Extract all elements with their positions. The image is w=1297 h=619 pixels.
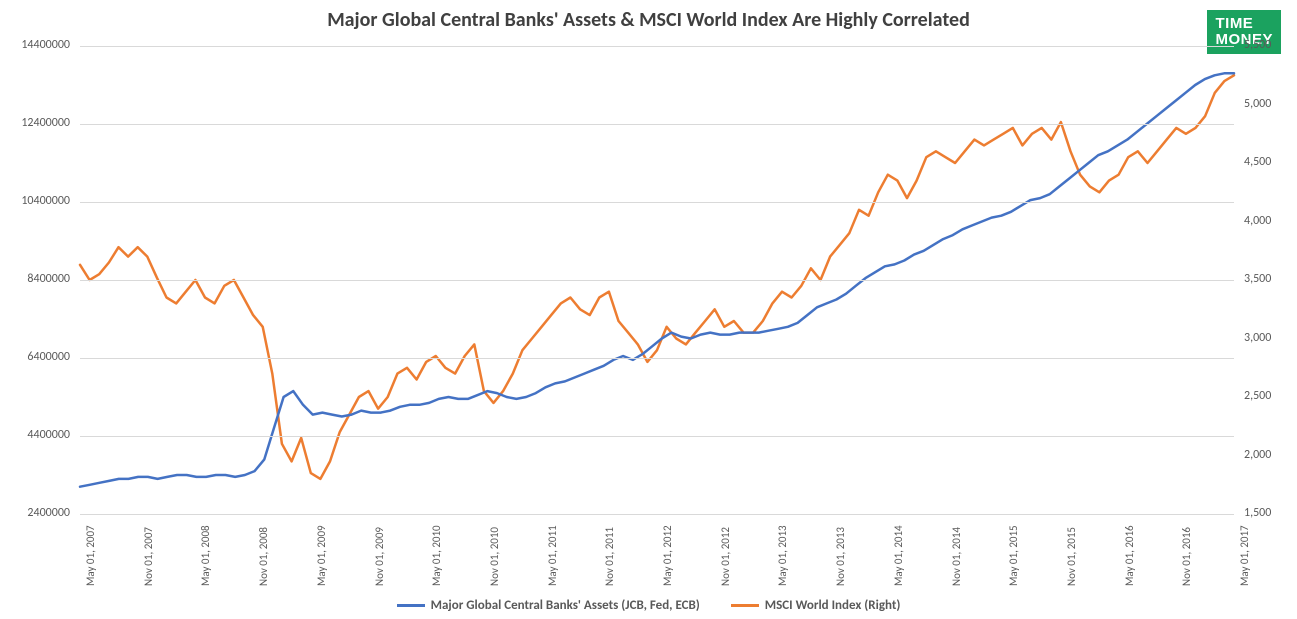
chart-title: Major Global Central Banks' Assets & MSC… [0, 8, 1297, 32]
gridline [80, 124, 1234, 125]
gridline [80, 202, 1234, 203]
y-right-tick-label: 5,500 [1244, 38, 1271, 52]
series-line [80, 75, 1234, 479]
x-tick-label: May 01, 2009 [315, 525, 328, 586]
y-right-tick-label: 3,000 [1244, 331, 1271, 345]
x-tick-label: May 01, 2008 [199, 525, 212, 586]
x-tick-label: May 01, 2012 [661, 525, 674, 586]
legend-item-assets: Major Global Central Banks' Assets (JCB,… [397, 598, 700, 613]
x-tick-label: Nov 01, 2009 [373, 527, 386, 586]
x-tick-label: May 01, 2013 [776, 525, 789, 586]
y-left-tick-label: 14400000 [0, 38, 70, 52]
legend-swatch-assets [397, 604, 425, 607]
y-left-tick-label: 2400000 [0, 506, 70, 520]
legend-label-msci: MSCI World Index (Right) [765, 598, 901, 613]
x-tick-label: May 01, 2014 [892, 525, 905, 586]
y-left-tick-label: 6400000 [0, 350, 70, 364]
y-left-tick-label: 12400000 [0, 116, 70, 130]
x-tick-label: Nov 01, 2011 [603, 527, 616, 586]
gridline [80, 280, 1234, 281]
gridline [80, 358, 1234, 359]
x-tick-label: May 01, 2010 [430, 525, 443, 586]
y-right-tick-label: 1,500 [1244, 506, 1271, 520]
x-tick-label: Nov 01, 2013 [834, 527, 847, 586]
y-right-tick-label: 4,500 [1244, 155, 1271, 169]
y-right-tick-label: 3,500 [1244, 272, 1271, 286]
gridline [80, 436, 1234, 437]
y-left-tick-label: 8400000 [0, 272, 70, 286]
x-tick-label: May 01, 2017 [1238, 525, 1251, 586]
x-tick-label: Nov 01, 2016 [1180, 527, 1193, 586]
x-tick-label: May 01, 2016 [1123, 525, 1136, 586]
x-tick-label: Nov 01, 2010 [488, 527, 501, 586]
x-tick-label: Nov 01, 2014 [950, 527, 963, 586]
x-tick-label: May 01, 2007 [84, 525, 97, 586]
x-tick-label: Nov 01, 2012 [719, 527, 732, 586]
plot-area [80, 46, 1234, 514]
x-tick-label: May 01, 2015 [1007, 525, 1020, 586]
y-right-tick-label: 5,000 [1244, 97, 1271, 111]
logo-line1: TIME [1215, 15, 1253, 32]
y-left-tick-label: 4400000 [0, 428, 70, 442]
chart-container: Major Global Central Banks' Assets & MSC… [0, 0, 1297, 619]
y-right-tick-label: 4,000 [1244, 214, 1271, 228]
x-tick-label: Nov 01, 2008 [257, 527, 270, 586]
legend-label-assets: Major Global Central Banks' Assets (JCB,… [431, 598, 700, 613]
legend-swatch-msci [731, 604, 759, 607]
x-tick-label: Nov 01, 2007 [142, 527, 155, 586]
x-tick-label: Nov 01, 2015 [1065, 527, 1078, 586]
legend: Major Global Central Banks' Assets (JCB,… [0, 596, 1297, 613]
gridline [80, 46, 1234, 47]
gridline [80, 514, 1234, 515]
legend-item-msci: MSCI World Index (Right) [731, 598, 901, 613]
y-right-tick-label: 2,000 [1244, 448, 1271, 462]
y-left-tick-label: 10400000 [0, 194, 70, 208]
y-right-tick-label: 2,500 [1244, 389, 1271, 403]
x-tick-label: May 01, 2011 [546, 525, 559, 586]
